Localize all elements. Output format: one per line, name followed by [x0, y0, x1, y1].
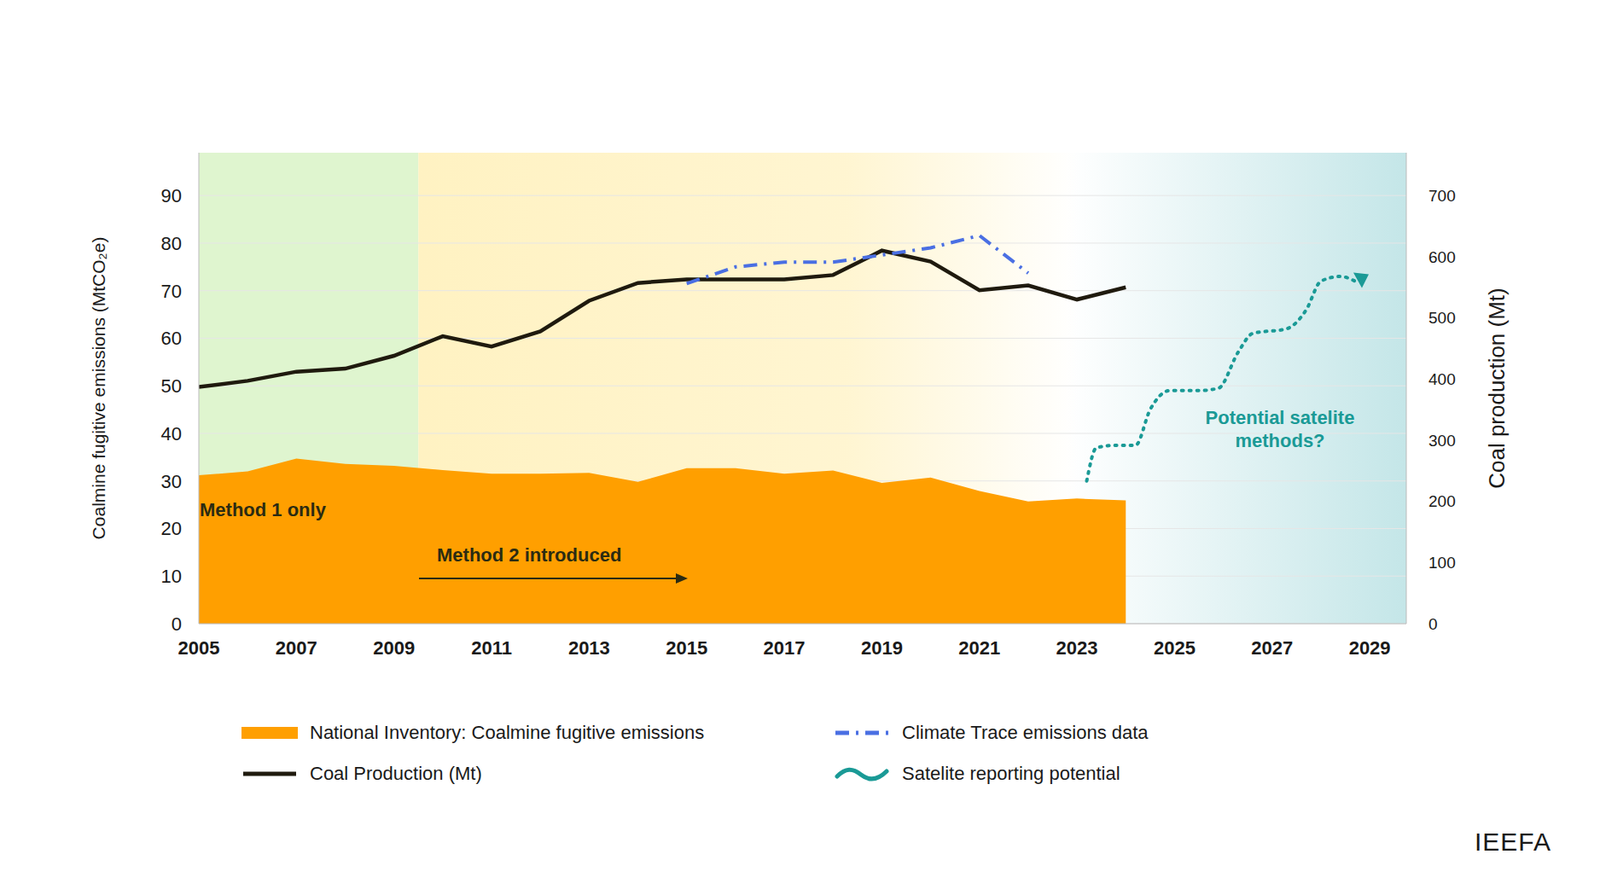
html-text:Coal Production (Mt): Coal Production (Mt) — [309, 762, 482, 785]
svg-text:0: 0 — [171, 613, 182, 635]
svg-text:700: 700 — [1428, 186, 1456, 205]
svg-text:40: 40 — [161, 423, 182, 445]
svg-text:90: 90 — [161, 185, 182, 207]
svg-text:50: 50 — [161, 375, 182, 397]
svg-text:Coal production (Mt): Coal production (Mt) — [1483, 287, 1510, 489]
svg-text:2025: 2025 — [1153, 637, 1196, 659]
svg-text:400: 400 — [1428, 370, 1456, 389]
html-text:Satelite reporting potential: Satelite reporting potential — [901, 762, 1121, 785]
html-text:Climate Trace emissions data: Climate Trace emissions data — [901, 721, 1149, 744]
svg-text:2027: 2027 — [1250, 637, 1293, 659]
svg-text:100: 100 — [1428, 553, 1456, 572]
svg-text:10: 10 — [161, 565, 182, 588]
svg-text:60: 60 — [161, 327, 182, 350]
svg-text:70: 70 — [161, 280, 182, 303]
html-text:Method 1 only: Method 1 only — [199, 499, 326, 521]
svg-text:2011: 2011 — [471, 637, 512, 659]
svg-text:2005: 2005 — [178, 637, 221, 659]
svg-text:200: 200 — [1428, 492, 1456, 511]
svg-text:30: 30 — [161, 471, 182, 493]
svg-text:2015: 2015 — [665, 637, 708, 659]
svg-text:300: 300 — [1428, 431, 1456, 450]
html-text:National Inventory: Coalmine f: National Inventory: Coalmine fugitive em… — [309, 721, 705, 744]
svg-text:80: 80 — [161, 232, 182, 255]
svg-text:0: 0 — [1428, 615, 1438, 634]
svg-text:600: 600 — [1428, 248, 1456, 267]
svg-text:2017: 2017 — [763, 637, 806, 659]
svg-text:2009: 2009 — [372, 637, 415, 659]
svg-text:2013: 2013 — [568, 637, 611, 659]
html-text:Method 2 introduced: Method 2 introduced — [436, 544, 622, 566]
svg-text:2007: 2007 — [275, 637, 318, 659]
svg-text:2021: 2021 — [958, 637, 1001, 659]
svg-text:500: 500 — [1428, 308, 1456, 327]
svg-text:20: 20 — [161, 517, 182, 540]
html-text:Potential satelite methods?: Potential satelite methods? — [1205, 407, 1355, 452]
svg-text:2023: 2023 — [1056, 637, 1099, 659]
html-text:IEEFA: IEEFA — [1474, 827, 1552, 856]
svg-text:2019: 2019 — [861, 637, 903, 659]
svg-text:Coalmine fugitive emissions (M: Coalmine fugitive emissions (MtCO₂e) — [88, 237, 109, 541]
svg-text:2029: 2029 — [1349, 637, 1391, 659]
